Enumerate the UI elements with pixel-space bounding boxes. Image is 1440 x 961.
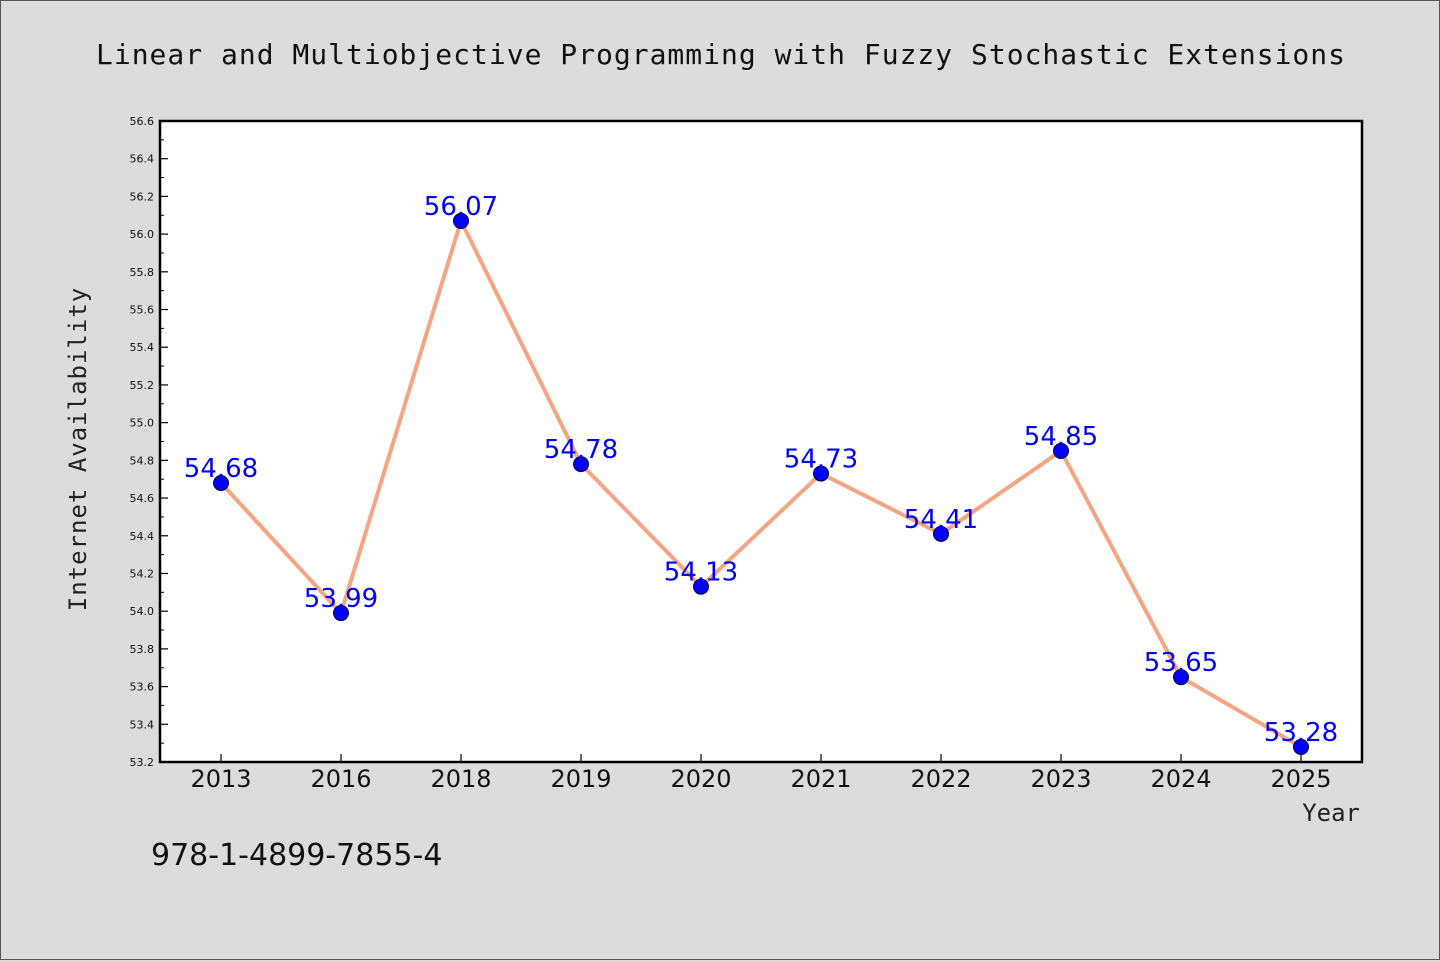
data-label: 54.13 [664, 558, 738, 588]
data-point [333, 605, 349, 622]
plot-area [158, 119, 1364, 764]
data-label: 53.65 [1144, 648, 1218, 678]
x-tick-label: 2024 [1150, 765, 1211, 793]
y-tick-label: 55.6 [130, 304, 155, 317]
data-point [1053, 442, 1069, 459]
y-tick-label: 54.0 [130, 605, 155, 618]
series-group: 54.68 53.99 56.07 54.78 54.13 54.73 54.41 54.85… [184, 192, 1338, 755]
x-axis: 2013 2016 2018 2019 2020 2021 2022 2023 2024 2025 [190, 754, 1332, 793]
data-label: 54.41 [904, 505, 978, 535]
x-tick-label: 2021 [790, 765, 851, 793]
x-axis-label: Year [1302, 799, 1360, 827]
data-label: 54.85 [1024, 422, 1098, 452]
data-point [693, 578, 709, 595]
y-tick-label: 54.2 [130, 567, 155, 580]
x-tick-label: 2020 [670, 765, 731, 793]
data-label: 54.73 [784, 445, 858, 475]
data-point [213, 474, 229, 491]
y-tick-label: 55.4 [130, 341, 155, 354]
data-point [1293, 738, 1309, 755]
data-label: 56.07 [424, 192, 498, 222]
y-tick-label: 54.4 [130, 530, 155, 543]
y-tick-label: 56.6 [130, 115, 155, 128]
data-point [933, 525, 949, 542]
y-tick-label: 56.4 [130, 153, 155, 166]
y-axis: 53.2 53.4 53.6 53.8 54.0 54.2 54.4 54.6 54.8 55.0… [130, 115, 168, 769]
y-tick-label: 54.6 [130, 492, 155, 505]
y-tick-label: 55.8 [130, 266, 155, 279]
chart-title: Linear and Multiobjective Programming wi… [96, 38, 1346, 71]
data-label: 54.78 [544, 435, 618, 465]
data-point [573, 456, 589, 473]
y-tick-label: 56.2 [130, 190, 155, 203]
x-tick-label: 2025 [1270, 765, 1331, 793]
data-point [813, 465, 829, 482]
y-tick-label: 53.2 [130, 756, 155, 769]
x-tick-label: 2018 [430, 765, 491, 793]
data-point [453, 212, 469, 229]
y-tick-label: 53.8 [130, 643, 155, 656]
y-tick-label: 53.6 [130, 681, 155, 694]
data-label: 53.28 [1264, 718, 1338, 748]
y-tick-label: 54.8 [130, 454, 155, 467]
x-tick-label: 2023 [1030, 765, 1091, 793]
y-axis-label: Internet Availability [64, 287, 92, 611]
x-tick-label: 2016 [310, 765, 371, 793]
y-tick-label: 55.2 [130, 379, 155, 392]
x-tick-label: 2019 [550, 765, 611, 793]
x-tick-label: 2013 [190, 765, 251, 793]
y-tick-label: 55.0 [130, 417, 155, 430]
data-label: 54.68 [184, 454, 258, 484]
series-line [219, 218, 1303, 749]
isbn-annotation: 978-1-4899-7855-4 [151, 838, 442, 873]
x-tick-label: 2022 [910, 765, 971, 793]
data-label: 53.99 [304, 584, 378, 614]
data-point [1173, 669, 1189, 686]
y-tick-label: 56.0 [130, 228, 155, 241]
y-tick-label: 53.4 [130, 718, 155, 731]
